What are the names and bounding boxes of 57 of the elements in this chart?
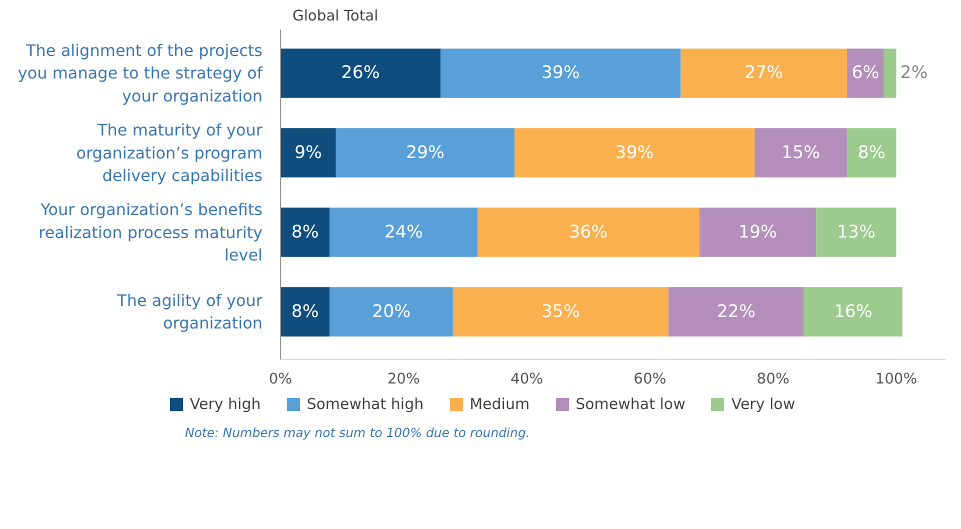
data-label: 8% <box>291 222 319 242</box>
text: Note: Numbers may not sum to 100% due to rounding. <box>185 425 531 440</box>
data-label: 13% <box>836 222 876 242</box>
data-label: 20% <box>372 302 411 322</box>
bar <box>804 287 902 336</box>
data-label: 27% <box>744 63 784 84</box>
x-tick-label: 100% <box>875 370 918 388</box>
x-tick-label: 40% <box>510 370 544 388</box>
bar <box>884 48 896 98</box>
y-tick-label: Your organization’s benefits realization process maturity level <box>38 200 262 265</box>
bar <box>754 128 847 178</box>
data-label: 9% <box>294 142 322 163</box>
data-label: 35% <box>541 302 580 322</box>
data-label: 8% <box>858 142 886 163</box>
data-label: 8% <box>291 302 319 322</box>
data-label: 15% <box>782 142 820 163</box>
data-label: 16% <box>834 302 872 322</box>
y-tick-label: The alignment of the projects you manage to the strategy of your organization <box>18 40 263 106</box>
legend-label: Very high <box>188 395 261 413</box>
chart-subtitle: Global Total <box>292 8 378 24</box>
data-label: 26% <box>341 63 380 84</box>
bar <box>668 287 804 336</box>
x-tick-label: 60% <box>634 370 666 388</box>
x-tick-label: 0% <box>268 370 292 388</box>
data-label: 22% <box>716 302 756 322</box>
bar <box>336 128 514 178</box>
bar <box>816 208 896 257</box>
data-label: 19% <box>738 222 777 242</box>
bar <box>846 48 884 98</box>
legend-label: Somewhat low <box>574 395 686 413</box>
bar <box>514 128 755 178</box>
bar <box>846 128 896 178</box>
data-label: 2% <box>900 63 928 84</box>
bar <box>280 48 441 98</box>
bar <box>440 48 681 98</box>
bar <box>330 287 453 336</box>
y-tick-label: The agility of your organization <box>116 290 263 333</box>
bar <box>280 287 330 336</box>
data-label: 36% <box>569 222 608 242</box>
data-label: 6% <box>852 63 880 84</box>
legend-label: Medium <box>468 395 530 413</box>
data-label: 39% <box>615 142 654 163</box>
bar <box>478 208 700 257</box>
data-label: 29% <box>406 142 444 163</box>
legend-label: Very low <box>730 395 796 413</box>
bar <box>280 208 330 257</box>
x-tick-label: 80% <box>756 370 790 388</box>
bar <box>280 128 336 178</box>
data-label: 39% <box>541 63 580 84</box>
bar <box>699 208 816 257</box>
bar <box>452 287 668 336</box>
bar <box>330 208 478 257</box>
x-tick-label: 20% <box>387 370 420 388</box>
data-label: 24% <box>384 222 423 242</box>
y-tick-label: The maturity of your organization’s program delivery capabilities <box>76 120 263 186</box>
legend-label: Somewhat high <box>306 395 424 413</box>
bar <box>680 48 847 98</box>
